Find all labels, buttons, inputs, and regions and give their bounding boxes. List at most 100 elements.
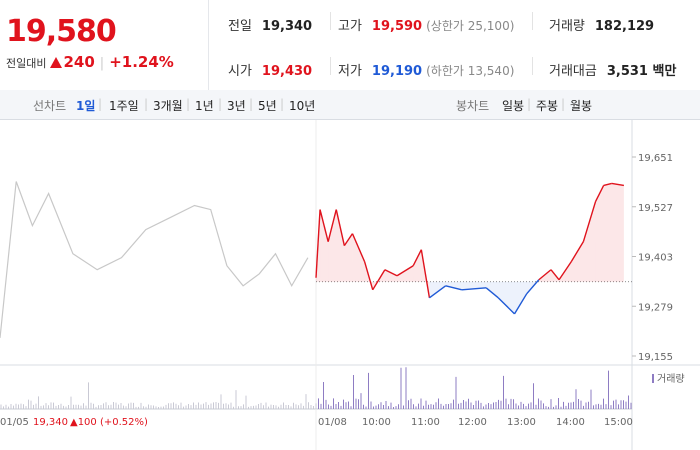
prev-day-close-label: 19,340: [33, 417, 68, 428]
stat-value: 182,129: [594, 19, 655, 34]
up-price-line: [315, 209, 321, 278]
up-area-fill: [384, 269, 398, 282]
tab-daily-candle[interactable]: 일봉: [502, 99, 525, 113]
stat-label: 거래량: [549, 19, 585, 34]
up-price-line: [384, 269, 398, 277]
down-price-line: [445, 285, 463, 291]
tab-1d[interactable]: 1일: [76, 99, 96, 113]
stat-label: 저가: [338, 64, 362, 79]
tab-divider: |: [280, 97, 285, 111]
up-price-line: [343, 233, 354, 247]
up-price-line: [412, 249, 422, 267]
tab-weekly-candle[interactable]: 주봉: [536, 99, 559, 113]
up-price-line: [327, 209, 337, 242]
stat-divider: [330, 57, 331, 75]
tab-divider: |: [144, 97, 149, 111]
up-price-line: [538, 269, 552, 281]
change-label: 전일대비: [6, 57, 47, 70]
prev-day-line: [0, 181, 309, 338]
tab-3m[interactable]: 3개월: [153, 99, 183, 113]
stat-value: 19,340: [261, 19, 313, 34]
candle-chart-caption: 봉차트: [456, 99, 490, 113]
current-price: 19,580: [6, 14, 117, 49]
up-area-fill: [320, 209, 329, 282]
down-area-fill: [445, 281, 462, 290]
stat-high: 고가 19,590 (상한가 25,100): [338, 15, 514, 34]
stat-sub: (하한가 13,540): [426, 64, 515, 78]
up-area-fill: [603, 183, 612, 282]
x-tick-label: 14:00: [556, 417, 585, 428]
tab-1y[interactable]: 1년: [195, 99, 214, 113]
price-chart: 19,651 19,527 19,403 19,279 19,155 거래량 01/05 01…: [0, 120, 700, 450]
tab-divider: |: [561, 97, 566, 111]
stat-low: 저가 19,190 (하한가 13,540): [338, 60, 514, 79]
y-tick-label: 19,527: [638, 203, 673, 214]
up-area-fill: [611, 183, 624, 282]
tab-10y[interactable]: 10년: [289, 99, 316, 113]
down-area-fill: [514, 281, 527, 314]
tab-monthly-candle[interactable]: 월봉: [570, 99, 593, 113]
change-amount: 240: [63, 53, 95, 71]
up-area-fill: [344, 233, 353, 282]
stat-value: 19,430: [261, 64, 313, 79]
tab-divider: |: [218, 97, 223, 111]
up-price-line: [335, 209, 346, 246]
stat-divider: [330, 12, 331, 30]
up-price-line: [550, 269, 560, 281]
up-price-line: [558, 261, 572, 281]
x-tick-label: 01/05: [0, 417, 29, 428]
up-price-line: [603, 182, 612, 187]
stat-value: 19,190: [371, 64, 423, 79]
stat-label: 전일: [228, 19, 252, 34]
price-panel: 19,580 전일대비 240 | +1.24%: [0, 0, 209, 90]
up-price-line: [594, 185, 605, 202]
down-price-line: [497, 297, 516, 315]
y-tick-label: 19,651: [638, 153, 673, 164]
down-area-fill: [498, 281, 515, 314]
quote-header: 19,580 전일대비 240 | +1.24% 전일 19,340 고가 19,590(…: [0, 0, 700, 91]
y-tick-label: 19,403: [638, 253, 673, 264]
y-tick-label: 19,279: [638, 302, 673, 313]
stat-value: 19,590: [371, 19, 423, 34]
up-price-line: [396, 265, 414, 277]
up-area-fill: [583, 201, 596, 282]
volume-legend-label: 거래량: [657, 373, 685, 385]
prev-day-change-label: ▲100 (+0.52%): [70, 417, 148, 428]
up-area-fill: [571, 241, 584, 282]
up-price-line: [363, 261, 374, 290]
up-area-fill: [328, 209, 337, 282]
tab-divider: |: [527, 97, 532, 111]
x-tick-label: 13:00: [507, 417, 536, 428]
down-area-fill: [429, 281, 446, 298]
stat-open: 시가 19,430: [228, 60, 312, 79]
down-area-fill: [486, 281, 499, 298]
tab-3y[interactable]: 3년: [227, 99, 246, 113]
stat-divider: [532, 12, 533, 30]
up-area-fill: [352, 233, 365, 282]
stat-volume: 거래량 182,129: [549, 15, 654, 34]
stat-value: 3,531 백만: [606, 64, 677, 79]
x-tick-label: 12:00: [458, 417, 487, 428]
down-price-line: [461, 287, 487, 291]
down-price-line: [513, 293, 528, 315]
stat-label: 거래대금: [549, 64, 597, 79]
stat-trade-value: 거래대금 3,531 백만: [549, 60, 676, 79]
tab-5y[interactable]: 5년: [258, 99, 277, 113]
up-area-fill: [397, 265, 414, 282]
tab-divider: |: [186, 97, 191, 111]
x-tick-label: 15:00: [604, 417, 633, 428]
x-tick-label: 11:00: [411, 417, 440, 428]
tab-1w[interactable]: 1주일: [109, 99, 139, 113]
down-price-line: [429, 285, 447, 299]
up-area-fill: [336, 209, 345, 282]
x-tick-label: 01/08: [318, 417, 347, 428]
change-divider: |: [99, 56, 105, 71]
up-area-fill: [595, 185, 604, 282]
up-price-line: [319, 209, 329, 242]
volume-legend-swatch: [652, 374, 654, 383]
up-area-fill: [413, 249, 422, 282]
up-price-line: [420, 249, 431, 298]
down-price-line: [526, 279, 540, 295]
up-price-line: [570, 241, 584, 263]
up-price-line: [582, 201, 597, 242]
